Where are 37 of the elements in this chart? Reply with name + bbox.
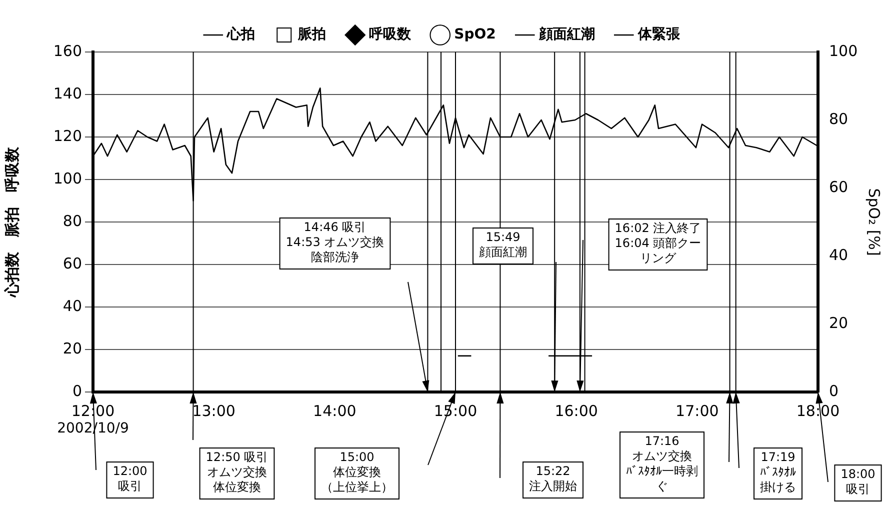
y-tick-label: 40 bbox=[62, 296, 82, 315]
annotation: 15:49顔面紅潮 bbox=[479, 230, 527, 260]
text: 12:00吸引 bbox=[112, 464, 148, 494]
text: 15:22注入開始 bbox=[529, 464, 577, 494]
legend-label: SpO2 bbox=[454, 26, 496, 43]
y-tick-label: 100 bbox=[53, 169, 82, 188]
y-axis-title: 心拍数 脈拍 呼吸数 bbox=[2, 146, 21, 298]
y-tick-label: 0 bbox=[72, 382, 82, 400]
y2-tick-label: 60 bbox=[829, 178, 848, 196]
text: 12:50 吸引オムツ交換体位変換 bbox=[206, 450, 268, 494]
x-tick-label: 14:00 bbox=[313, 402, 356, 420]
y-tick-label: 20 bbox=[62, 339, 82, 358]
legend-label: 呼吸数 bbox=[369, 26, 412, 43]
legend-label: 心拍 bbox=[226, 26, 256, 43]
x-tick-label: 16:00 bbox=[554, 402, 598, 420]
y-tick-label: 80 bbox=[62, 212, 82, 230]
annotation: 14:46 吸引14:53 オムツ交換陰部洗浄 bbox=[286, 220, 384, 264]
annotation: 16:02 注入終了16:04 頭部クーリング bbox=[614, 221, 702, 266]
y-tick-label: 60 bbox=[62, 254, 82, 272]
text: 17:19ﾊﾞｽﾀｵﾙ掛ける bbox=[760, 450, 796, 494]
y-tick-label: 140 bbox=[53, 84, 82, 102]
text: 18:00吸引 bbox=[840, 467, 876, 496]
legend-label: 体緊張 bbox=[636, 26, 681, 43]
x-tick-label: 17:00 bbox=[676, 402, 719, 420]
legend-label: 脈拍 bbox=[297, 26, 326, 43]
y-tick-label: 160 bbox=[53, 42, 82, 60]
y2-tick-label: 100 bbox=[829, 42, 858, 60]
y-tick-label: 120 bbox=[53, 126, 82, 145]
y2-tick-label: 0 bbox=[829, 382, 839, 400]
y2-tick-label: 40 bbox=[829, 246, 848, 264]
legend-label: 顔面紅潮 bbox=[538, 26, 595, 43]
y2-tick-label: 20 bbox=[829, 314, 848, 332]
x-tick-label: 13:00 bbox=[192, 402, 236, 420]
y2-axis-title: SpO₂ [%] bbox=[865, 188, 884, 256]
text: 15:00体位変換（上位挙上） bbox=[321, 450, 393, 494]
text: 17:16オムツ交換ﾊﾞｽﾀｵﾙ一時剥ぐ bbox=[626, 434, 698, 494]
y2-tick-label: 80 bbox=[829, 110, 848, 128]
